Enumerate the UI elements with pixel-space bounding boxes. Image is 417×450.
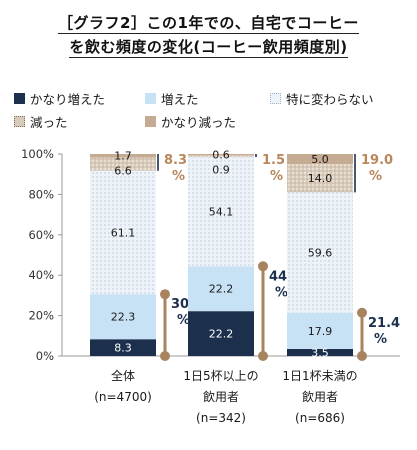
x-category-label: 全体 (n=4700) — [94, 369, 152, 404]
x-category-label: 1日1杯未満の 飲用者 (n=686) — [282, 369, 358, 425]
bar-segment — [90, 170, 156, 295]
data-label: 6.6 — [114, 165, 132, 178]
legend-item-decreased: 減った — [14, 112, 68, 131]
y-tick-label: 0% — [36, 349, 54, 363]
legend-swatch — [145, 116, 156, 127]
increase-bracket-cap — [357, 351, 367, 361]
data-label: 22.3 — [111, 311, 136, 324]
increase-bracket-cap — [258, 261, 268, 272]
bar-segment — [287, 348, 353, 356]
data-label: 14.0 — [308, 172, 333, 185]
increase-total-label: 21.4% — [368, 316, 400, 347]
legend-item-much-decreased: かなり減った — [145, 112, 236, 131]
y-tick-label: 100% — [21, 147, 54, 161]
bar-segment — [188, 266, 254, 312]
bar-segment — [287, 312, 353, 349]
legend-swatch — [14, 116, 25, 127]
decrease-total-label: 19.0% — [361, 153, 393, 184]
data-label: 22.2 — [209, 328, 234, 341]
legend-swatch — [145, 93, 156, 104]
x-category-label: 1日5杯以上の 飲用者 (n=342) — [183, 369, 259, 425]
bar-segment — [188, 311, 254, 356]
data-label: 22.2 — [209, 283, 234, 296]
legend-item-unchanged: 特に変わらない — [270, 89, 374, 108]
data-label: 5.0 — [311, 153, 329, 166]
chart-title-line-1: ［グラフ2］この1年での、自宅でコーヒー — [58, 14, 359, 34]
bar-segment — [90, 339, 156, 356]
decrease-total-label: 8.3% — [164, 153, 187, 184]
bar-segment — [188, 157, 254, 267]
legend-label: 増えた — [161, 92, 199, 107]
bar-segment — [90, 294, 156, 340]
legend-item-increased: 増えた — [145, 89, 199, 108]
data-label: 59.6 — [308, 247, 333, 260]
bar-segment — [90, 157, 156, 171]
legend-label: 減った — [30, 115, 68, 130]
data-label: 54.1 — [209, 206, 234, 219]
legend-label: かなり増えた — [30, 92, 106, 107]
legend-label: 特に変わらない — [286, 92, 374, 107]
bar-segment — [287, 192, 353, 313]
increase-bracket-cap — [160, 351, 170, 361]
y-tick-label: 20% — [28, 309, 54, 323]
legend-swatch — [270, 93, 281, 104]
increase-bracket-cap — [357, 307, 367, 318]
legend-label: かなり減った — [161, 115, 237, 130]
data-label: 17.9 — [308, 325, 333, 338]
increase-bracket-cap — [160, 289, 170, 300]
increase-bracket-cap — [258, 351, 268, 361]
bar-segment — [90, 154, 156, 158]
data-label: 8.3 — [114, 342, 132, 355]
legend-item-much-increased: かなり増えた — [14, 89, 105, 108]
y-tick-label: 40% — [28, 268, 54, 282]
y-tick-label: 80% — [28, 187, 54, 201]
decrease-total-label: 1.5% — [262, 153, 285, 184]
chart-title-line-2: を飲む頻度の変化(コーヒー飲用頻度別) — [69, 38, 348, 58]
bar-segment — [287, 154, 353, 165]
data-label: 3.5 — [311, 346, 329, 359]
legend-swatch — [14, 93, 25, 104]
data-label: 0.9 — [212, 164, 230, 177]
y-tick-label: 60% — [28, 228, 54, 242]
bar-segment — [188, 155, 254, 158]
bar-segment — [287, 164, 353, 193]
data-label: 0.6 — [212, 149, 230, 162]
data-label: 1.7 — [114, 150, 132, 163]
data-label: 61.1 — [111, 226, 136, 239]
bar-segment — [188, 154, 254, 156]
